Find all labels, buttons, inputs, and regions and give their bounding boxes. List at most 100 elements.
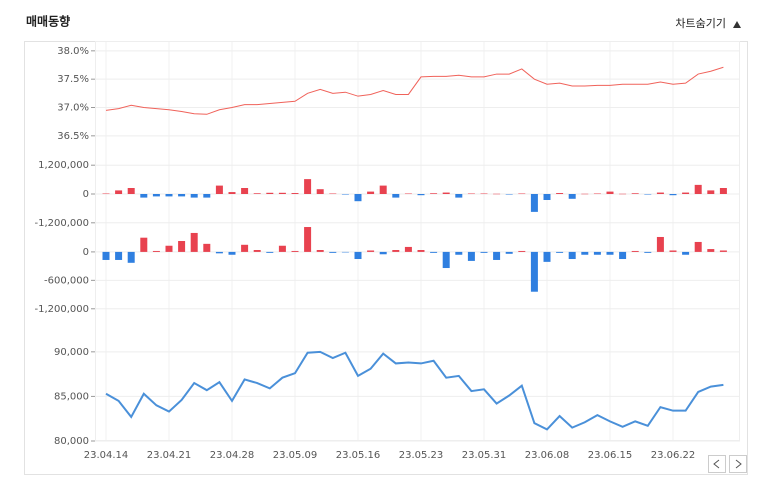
- bar: [682, 192, 690, 194]
- bar: [241, 188, 249, 194]
- bar: [493, 251, 501, 260]
- bar: [707, 249, 715, 252]
- bar: [228, 251, 236, 255]
- y-tick-label: 1,200,000: [38, 160, 89, 171]
- bar: [115, 251, 123, 260]
- bar: [417, 194, 425, 196]
- y-tick-label: -600,000: [44, 275, 89, 286]
- bar: [719, 188, 727, 194]
- bar: [442, 192, 450, 194]
- bar: [178, 194, 186, 197]
- bar: [127, 251, 135, 263]
- bar: [102, 251, 110, 260]
- bar: [694, 241, 702, 252]
- x-tick-label: 23.05.31: [462, 450, 507, 461]
- y-tick-label: 36.5%: [57, 131, 89, 142]
- bar: [316, 250, 324, 252]
- x-tick-label: 23.06.22: [651, 450, 696, 461]
- y-tick-label: 38.0%: [57, 46, 89, 57]
- bar: [707, 190, 715, 194]
- bar: [467, 251, 475, 261]
- bar: [178, 241, 186, 252]
- bar: [606, 191, 614, 194]
- x-tick-label: 23.06.08: [525, 450, 570, 461]
- bar: [430, 251, 438, 253]
- y-tick-label: -1,200,000: [34, 218, 89, 229]
- toggle[interactable]: 차트숨기기: [675, 17, 726, 30]
- bar: [455, 194, 463, 198]
- bar: [379, 251, 387, 255]
- bar: [480, 193, 488, 195]
- y-tick-label: -1,200,000: [34, 304, 89, 315]
- bar: [152, 250, 160, 252]
- bar: [467, 193, 475, 195]
- y-tick-label: 85,000: [54, 391, 89, 402]
- bar: [619, 251, 627, 260]
- bar: [518, 250, 526, 252]
- bar: [190, 232, 198, 252]
- prev-button[interactable]: [708, 455, 726, 473]
- bar: [430, 193, 438, 194]
- bar: [341, 194, 349, 195]
- bar: [518, 193, 526, 195]
- bar: [278, 192, 286, 194]
- bar: [593, 193, 601, 195]
- next-icon[interactable]: [735, 459, 742, 469]
- bar: [530, 194, 538, 212]
- bar: [556, 251, 564, 253]
- bar: [266, 192, 274, 194]
- bar: [593, 251, 601, 255]
- next-button[interactable]: [729, 455, 747, 473]
- y-tick-label: 0: [83, 247, 89, 258]
- prev-icon[interactable]: [713, 459, 720, 469]
- bar: [165, 245, 173, 252]
- line: [105, 66, 724, 115]
- y-tick-label: 37.5%: [57, 74, 89, 85]
- bar: [140, 237, 148, 252]
- bar: [190, 194, 198, 198]
- bar: [215, 251, 223, 254]
- y-tick-label: 37.0%: [57, 103, 89, 114]
- bar: [581, 193, 589, 195]
- bar: [581, 251, 589, 255]
- bar: [203, 243, 211, 252]
- x-tick-label: 23.05.23: [399, 450, 444, 461]
- bar: [404, 193, 412, 195]
- bar: [278, 245, 286, 252]
- bar: [493, 193, 501, 195]
- title: 매매동향: [26, 14, 70, 29]
- bar: [253, 250, 261, 252]
- bar: [341, 251, 349, 253]
- bar: [291, 193, 299, 194]
- bar: [304, 227, 312, 252]
- x-tick-label: 23.04.21: [147, 450, 192, 461]
- x-tick-label: 23.04.28: [210, 450, 255, 461]
- bar: [228, 192, 236, 194]
- bar: [253, 193, 261, 194]
- bar: [304, 179, 312, 194]
- bar: [152, 194, 160, 197]
- bar: [102, 193, 110, 195]
- bar: [656, 192, 664, 194]
- y-tick-label: 80,000: [54, 436, 89, 447]
- bar: [241, 244, 249, 252]
- bar: [631, 250, 639, 252]
- toggle-arrow[interactable]: [733, 21, 741, 28]
- bar: [329, 251, 337, 253]
- bar: [354, 251, 362, 260]
- bar: [127, 188, 135, 194]
- x-tick-label: 23.04.14: [84, 450, 129, 461]
- bar: [543, 194, 551, 200]
- bar: [291, 250, 299, 252]
- bar: [203, 194, 211, 198]
- bar: [379, 185, 387, 194]
- bar: [165, 194, 173, 197]
- bar: [644, 251, 652, 253]
- y-tick-label: 90,000: [54, 347, 89, 358]
- x-tick-label: 23.06.15: [588, 450, 633, 461]
- bar: [480, 251, 488, 253]
- line: [105, 350, 724, 431]
- bar: [354, 194, 362, 202]
